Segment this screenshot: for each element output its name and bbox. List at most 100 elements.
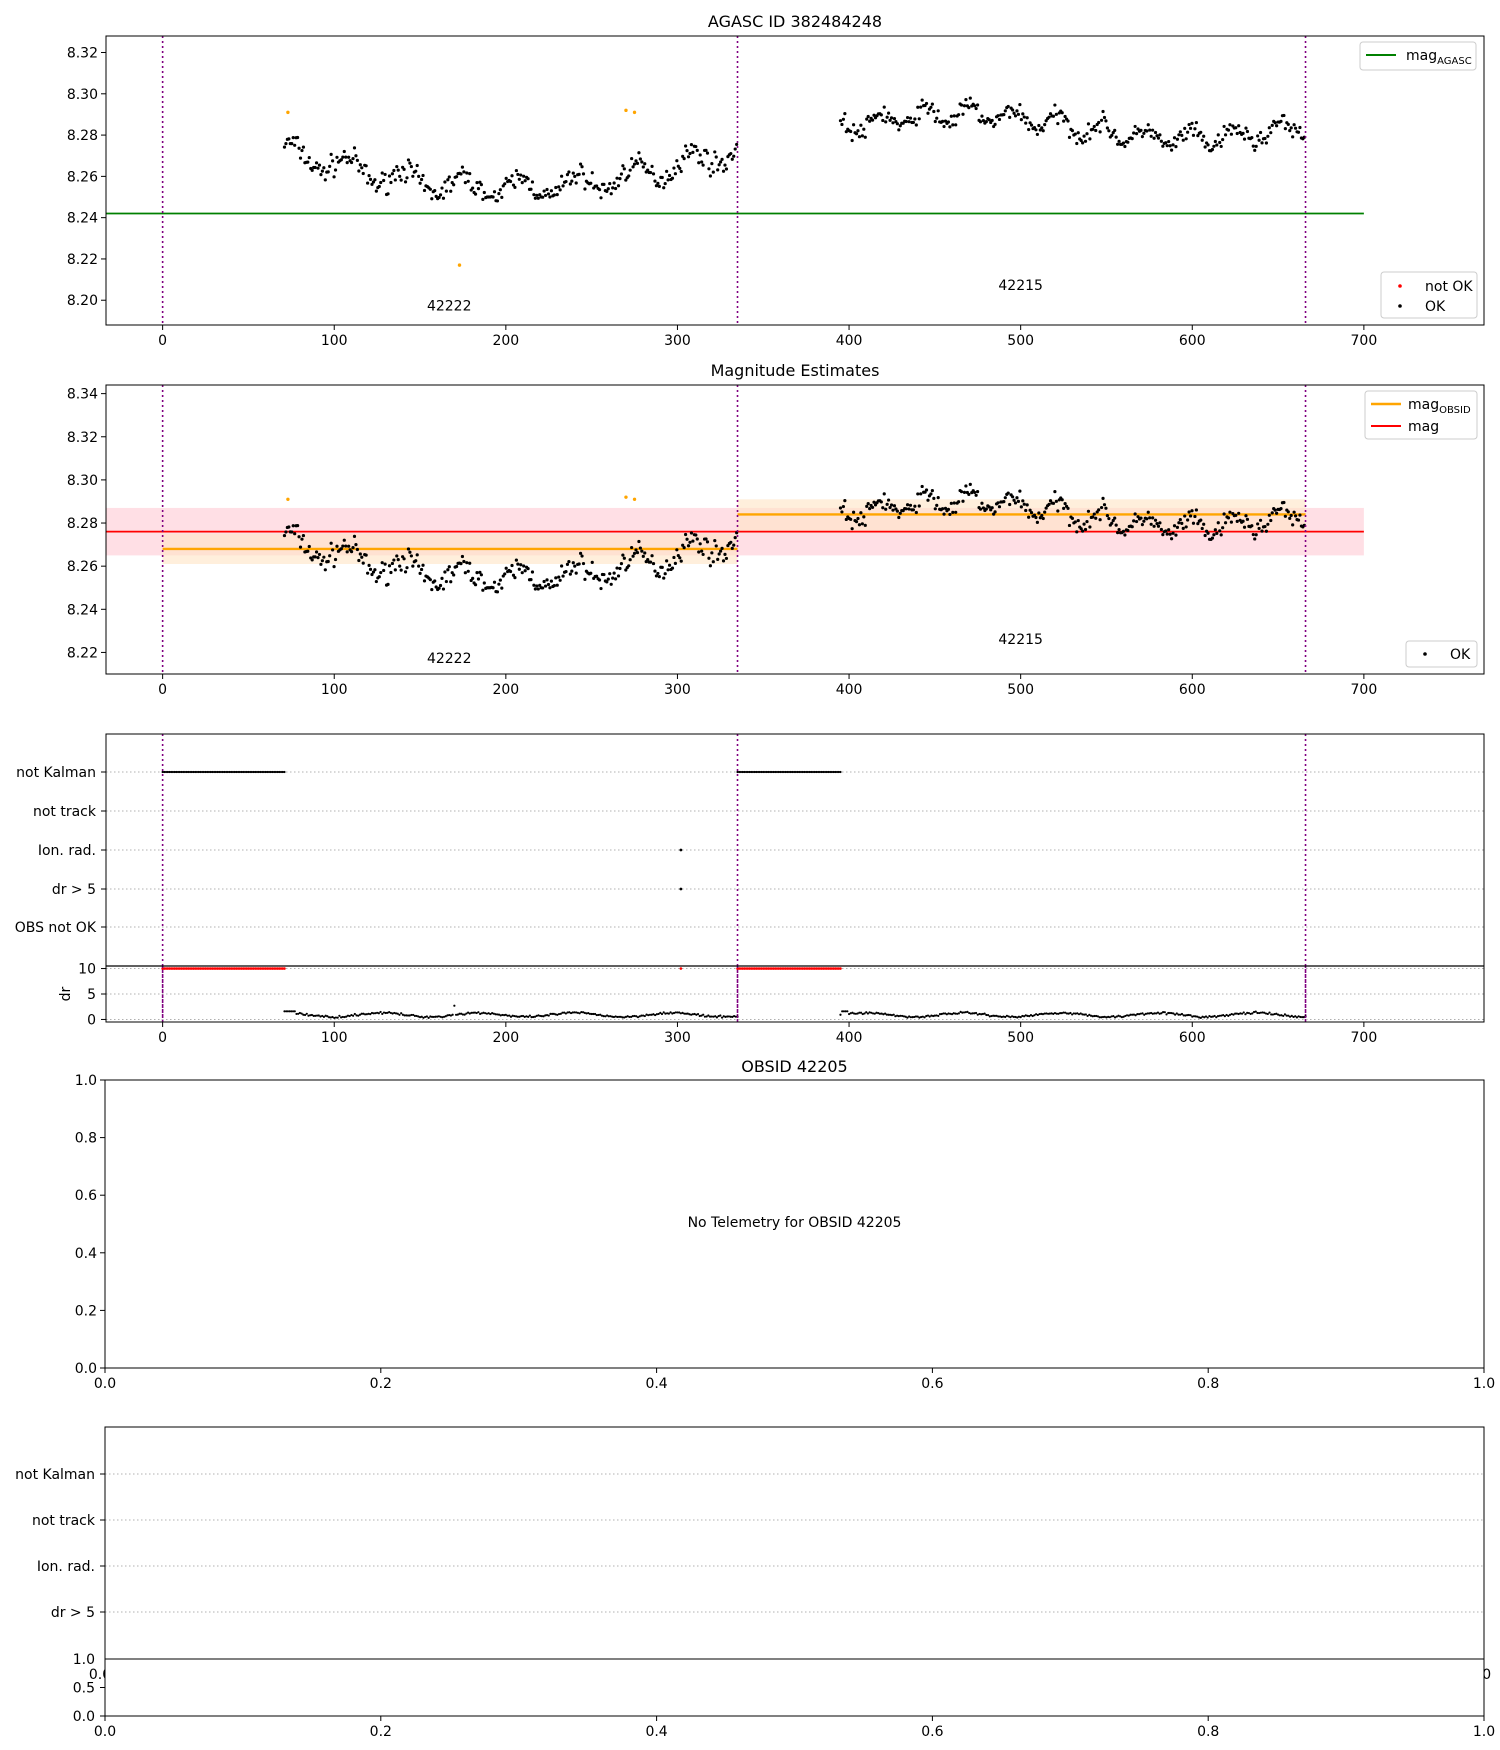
ok-point — [1183, 514, 1187, 518]
flag-point — [249, 770, 252, 774]
ok-point — [926, 111, 930, 115]
ok-point — [323, 568, 327, 572]
ok-point — [978, 507, 983, 511]
ok-point — [648, 170, 653, 175]
ok-point — [681, 543, 685, 547]
flag-point — [182, 770, 185, 774]
dr-point — [1000, 1015, 1003, 1019]
ok-point — [1152, 136, 1156, 140]
ok-point — [907, 507, 911, 511]
ok-point — [844, 130, 848, 134]
ok-point — [1028, 508, 1032, 512]
dr-point — [882, 1013, 885, 1016]
dr-point — [1172, 1012, 1175, 1015]
ok-point — [300, 148, 304, 153]
ok-point — [297, 146, 301, 150]
dr-point — [454, 1013, 458, 1016]
sub-top-label: 1.0 — [73, 1652, 95, 1668]
dr-point — [1031, 1014, 1034, 1018]
ok-point — [868, 507, 872, 511]
dr-point — [974, 1011, 978, 1015]
dr-point — [875, 1011, 878, 1014]
ok-point — [1081, 529, 1085, 533]
ok-point — [1174, 533, 1178, 537]
dr-point — [424, 1015, 427, 1019]
dr-point — [942, 1012, 945, 1015]
dr-point — [1170, 1011, 1173, 1015]
ok-point — [298, 545, 303, 549]
ok-point — [1194, 120, 1198, 125]
ok-point — [632, 162, 637, 166]
ok-point — [390, 172, 395, 176]
ok-point — [667, 173, 672, 178]
ok-point — [704, 537, 708, 541]
ok-point — [452, 183, 456, 187]
ok-point — [558, 578, 562, 582]
dr-point — [914, 1015, 918, 1018]
dr-point — [988, 1015, 991, 1018]
dr-point — [678, 1011, 681, 1014]
dr-point — [338, 1014, 341, 1017]
ok-point — [476, 577, 481, 581]
flag-point — [176, 770, 180, 774]
dr-point — [499, 1014, 502, 1017]
ok-point — [323, 178, 327, 182]
dr-point — [298, 1011, 302, 1015]
ok-point — [679, 169, 683, 174]
ok-point — [561, 184, 565, 188]
flag-point — [214, 770, 217, 774]
ok-point — [1062, 119, 1066, 123]
x-tick-label: 0 — [158, 1030, 167, 1046]
ok-point — [641, 165, 645, 169]
ok-point — [936, 496, 940, 500]
obsid-label: 42215 — [998, 632, 1043, 648]
ok-point — [1223, 521, 1228, 525]
ok-point — [475, 180, 479, 185]
ok-point — [879, 113, 883, 117]
dr-point — [854, 1012, 858, 1015]
ok-point — [1024, 508, 1028, 513]
ok-point — [357, 169, 361, 173]
ok-point — [1113, 516, 1117, 520]
dr-point — [557, 1012, 561, 1016]
dr-point — [1230, 1012, 1233, 1016]
ok-point — [1282, 113, 1286, 118]
ok-point — [549, 579, 554, 583]
dr-point — [1019, 1016, 1022, 1019]
ok-point — [844, 517, 848, 522]
ok-point — [856, 516, 860, 521]
ok-point — [446, 568, 450, 572]
ok-point — [1035, 132, 1039, 137]
ok-point — [605, 580, 609, 584]
dr-point — [561, 1011, 564, 1014]
ok-point — [628, 558, 632, 562]
dr-point — [458, 1012, 461, 1015]
flag-point — [259, 770, 262, 774]
ok-point — [552, 193, 556, 197]
ok-point — [691, 539, 695, 543]
ok-point — [1167, 139, 1171, 144]
ok-point — [1237, 124, 1241, 128]
flag-point — [250, 770, 253, 774]
flag-point — [808, 770, 811, 774]
ok-point — [389, 180, 393, 185]
ok-point — [389, 570, 393, 575]
dr-point — [285, 1010, 288, 1013]
dr-point — [1050, 1012, 1053, 1015]
ok-point — [405, 176, 409, 180]
dr-point — [597, 1013, 600, 1017]
dr-point — [364, 1013, 367, 1016]
ok-point — [635, 161, 640, 165]
dr-point — [372, 1012, 375, 1015]
dr-point — [990, 1014, 993, 1018]
dr-point — [968, 1011, 971, 1015]
legend-box — [1380, 271, 1478, 319]
ok-point — [316, 166, 320, 170]
ok-point — [546, 582, 551, 587]
dr-point — [1052, 1012, 1055, 1015]
dr-point — [417, 1015, 420, 1018]
ok-point — [984, 120, 988, 124]
ok-point — [1298, 513, 1302, 517]
flag-point — [765, 770, 768, 774]
ok-point — [631, 554, 635, 558]
